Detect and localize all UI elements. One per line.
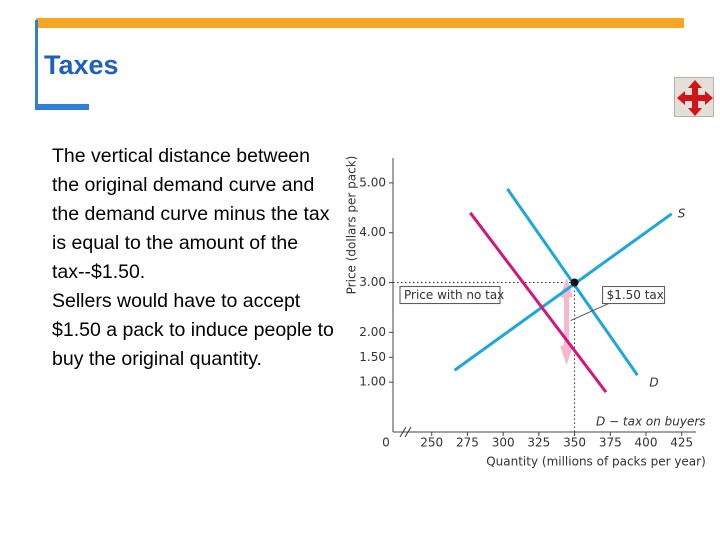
x-tick-label: 425 [670,436,693,450]
y-tick-label: 1.50 [359,350,386,364]
x-tick-label: 275 [456,436,479,450]
x-tick-label: 300 [492,436,515,450]
x-axis-title: Quantity (millions of packs per year) [486,455,706,469]
arrows [677,80,713,116]
y-tick-label: 2.00 [359,325,386,339]
series-label: S [678,206,686,220]
top-bar [36,18,684,28]
x-tick-label: 375 [599,436,622,450]
series-label: D − tax on buyers [596,415,706,429]
x-tick-label: 400 [635,436,658,450]
slide-body: The vertical distance between the origin… [52,142,334,374]
left-rule [35,20,38,110]
x-tick-label: 325 [527,436,550,450]
y-tick-label: 4.00 [359,225,386,239]
y-tick-label: 3.00 [359,275,386,289]
x-origin-label: 0 [382,436,390,450]
equilibrium-point [570,278,579,287]
annotation-box [399,286,501,305]
annotation: $1.50 tax [607,288,664,302]
series-line [453,212,673,372]
title-underline [35,104,89,110]
leader-line [570,303,609,322]
series-line [469,211,608,394]
move-icon-glyph [677,80,713,116]
slide-title: Taxes [44,50,119,80]
y-tick-label: 1.00 [359,375,386,389]
y-tick-label: 5.00 [359,175,386,189]
paragraph: Sellers would have to accept $1.50 a pac… [52,290,334,370]
x-tick-label: 250 [420,436,443,450]
annotation-box [602,286,666,305]
move-icon[interactable] [674,77,714,117]
paragraph: The vertical distance between the origin… [52,145,330,283]
annotation: Price with no tax [404,288,504,302]
series-label: D [649,376,658,390]
tax-arrow [560,277,573,366]
y-axis-title: Price (dollars per pack) [345,156,359,295]
x-tick-label: 350 [563,436,586,450]
